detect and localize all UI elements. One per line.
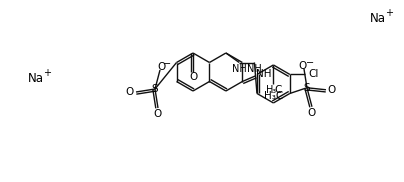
Text: S: S — [152, 84, 158, 94]
Text: −: − — [306, 58, 314, 68]
Text: H₃C: H₃C — [264, 91, 283, 101]
Text: NH: NH — [232, 64, 246, 74]
Text: O: O — [189, 72, 197, 82]
Text: +: + — [43, 68, 51, 78]
Text: O: O — [126, 87, 134, 97]
Text: ₃: ₃ — [271, 85, 276, 95]
Text: H: H — [266, 85, 273, 95]
Text: Na: Na — [370, 11, 386, 25]
Text: O: O — [308, 108, 316, 118]
Text: +: + — [385, 8, 393, 18]
Text: C: C — [275, 85, 282, 95]
Text: NH: NH — [256, 69, 271, 79]
Text: O: O — [154, 109, 162, 119]
Text: NH: NH — [247, 64, 262, 74]
Text: Cl: Cl — [308, 70, 318, 80]
Text: Na: Na — [28, 72, 44, 84]
Text: S: S — [304, 83, 310, 93]
Text: −: − — [163, 59, 171, 69]
Text: O: O — [299, 61, 307, 71]
Text: O: O — [328, 85, 336, 95]
Text: O: O — [157, 62, 165, 72]
